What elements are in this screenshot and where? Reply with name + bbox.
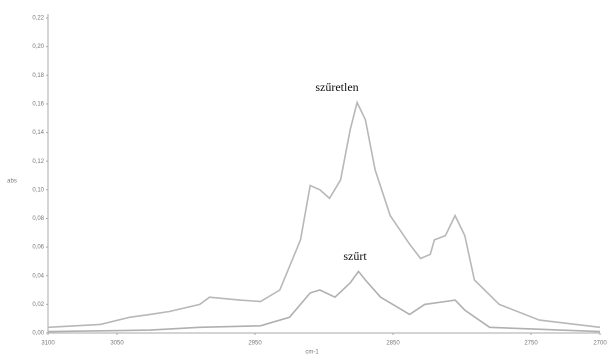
x-axis-label: cm-1: [305, 350, 319, 356]
y-tick-label: 0,14: [32, 130, 44, 136]
y-tick-label: 0,06: [32, 245, 44, 251]
y-tick-label: 0,16: [32, 101, 44, 107]
y-tick-label: 0,18: [32, 73, 44, 79]
y-tick-label: 0,12: [32, 159, 44, 165]
y-tick-label: 0,08: [32, 216, 44, 222]
y-tick-label: 0,10: [32, 187, 44, 193]
y-tick-label: 0,04: [32, 273, 44, 279]
series-line: [47, 100, 601, 329]
x-tick-label: 3050: [110, 341, 124, 347]
x-tick-label: 2850: [386, 341, 400, 347]
y-tick-label: 0,02: [32, 302, 44, 308]
y-tick-label: 0,20: [32, 44, 44, 50]
y-axis-label: abs: [7, 179, 17, 185]
x-tick-label: 2950: [248, 341, 262, 347]
y-tick-label: 0,00: [32, 331, 44, 337]
x-tick-label: 3100: [41, 341, 55, 347]
x-tick-label: 2700: [593, 341, 607, 347]
series-line: [47, 270, 601, 333]
annotation: szűretlen: [315, 80, 358, 94]
annotation: szűrt: [343, 249, 367, 263]
y-tick-label: 0,22: [32, 16, 44, 22]
x-tick-label: 2750: [524, 341, 538, 347]
